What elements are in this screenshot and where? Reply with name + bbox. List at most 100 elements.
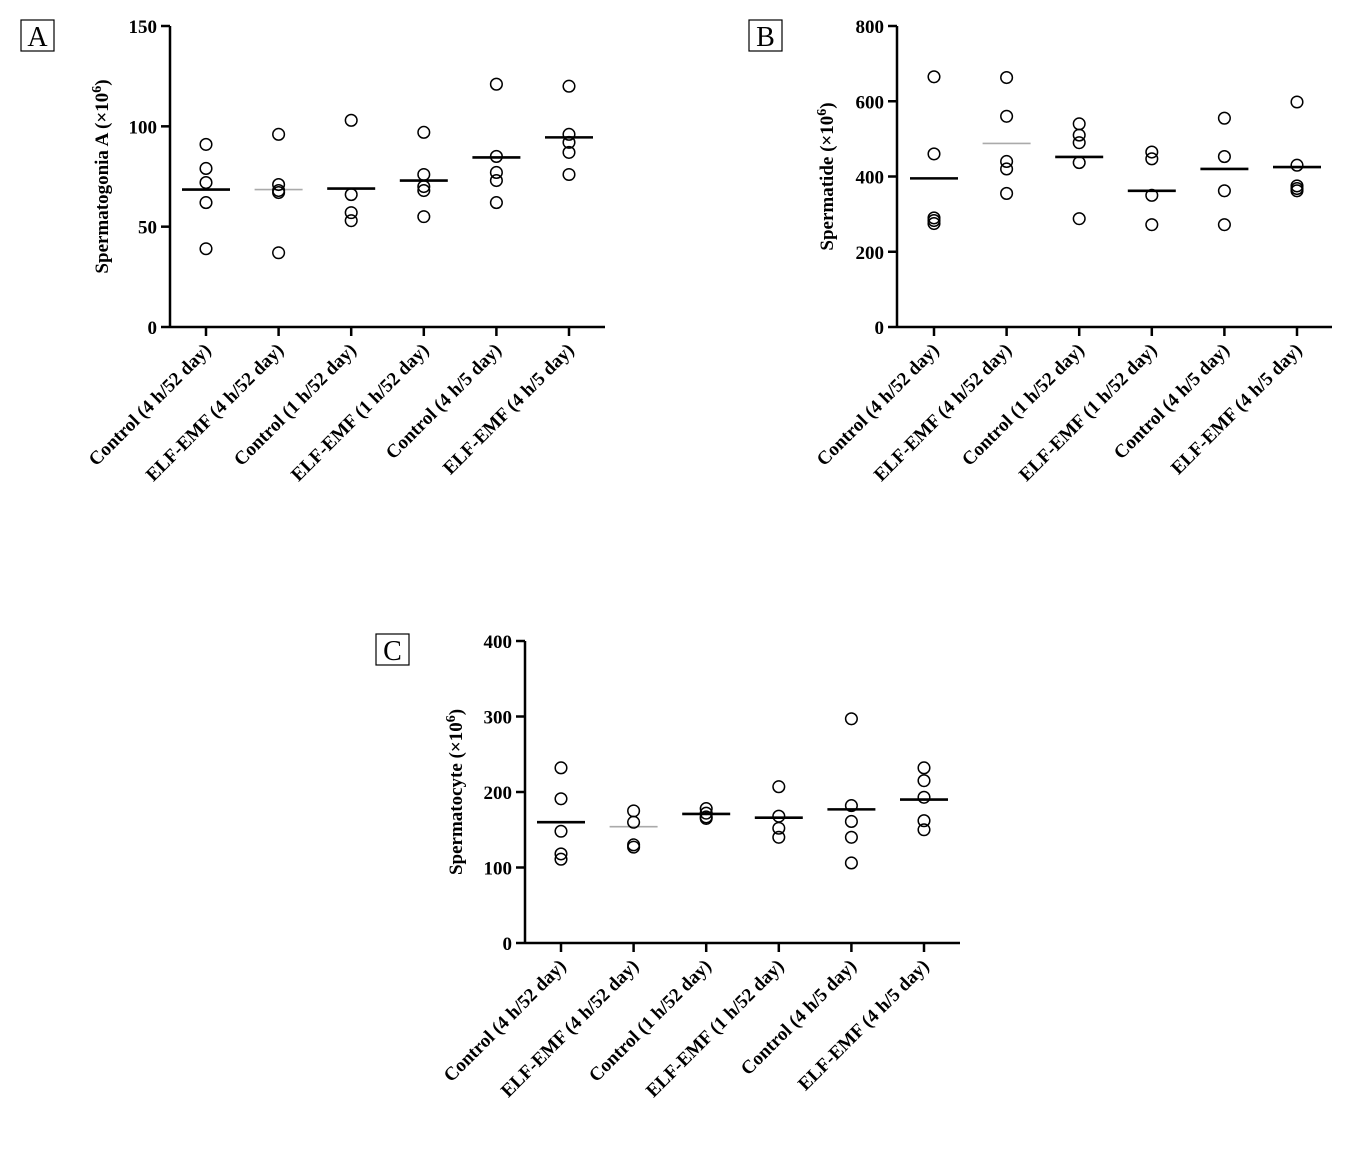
data-point xyxy=(1072,156,1086,170)
data-point xyxy=(1290,184,1304,198)
y-tick-label: 0 xyxy=(503,934,513,955)
panel-letter-box xyxy=(375,633,410,666)
data-point xyxy=(917,823,931,837)
data-point xyxy=(772,809,786,823)
data-point xyxy=(344,113,358,127)
data-point xyxy=(554,792,568,806)
data-point xyxy=(1145,218,1159,232)
data-point xyxy=(417,167,431,182)
category-label: Control (1 h/52 day) xyxy=(230,340,361,471)
data-point xyxy=(489,165,503,180)
data-point xyxy=(927,147,941,161)
panel-b: B 0 200 400 600 800 Spermatide (×106) Control (… xyxy=(748,17,1332,486)
data-point xyxy=(844,799,858,813)
category-label: ELF-EMF (4 h/5 day) xyxy=(1167,340,1306,479)
data-point xyxy=(1000,70,1014,85)
data-point xyxy=(1000,162,1014,176)
data-point xyxy=(417,125,431,139)
y-tick-label: 0 xyxy=(148,318,158,339)
y-tick-label: 100 xyxy=(484,859,513,880)
data-point xyxy=(699,802,713,816)
panel-c: C 0 100 200 300 400 Spermatocyte (×106) Control… xyxy=(375,632,960,1102)
category-label: Control (4 h/52 day) xyxy=(440,956,571,1087)
data-point xyxy=(1145,188,1159,202)
data-point xyxy=(554,847,568,861)
data-point xyxy=(917,790,931,804)
panel-letter: A xyxy=(27,22,48,53)
data-point xyxy=(1145,145,1159,159)
data-point xyxy=(772,830,786,844)
y-tick-label: 400 xyxy=(856,168,885,189)
data-point xyxy=(344,188,358,202)
data-point xyxy=(272,177,286,192)
y-tick-label: 150 xyxy=(129,17,158,38)
data-point xyxy=(562,167,576,182)
category-label: Control (1 h/52 day) xyxy=(958,340,1089,471)
data-point xyxy=(489,149,503,163)
data-point xyxy=(1072,212,1086,226)
data-point xyxy=(344,214,358,228)
y-tick-label: 50 xyxy=(138,218,157,239)
y-tick-label: 800 xyxy=(856,17,885,38)
data-point xyxy=(199,242,213,256)
data-point xyxy=(562,145,576,159)
data-point xyxy=(1000,109,1014,123)
panel-a: A 0 50 100 150 Spermatogonia A (×106) Control … xyxy=(20,17,605,486)
data-point xyxy=(199,196,213,210)
data-point xyxy=(1000,186,1014,200)
panel-letter-box xyxy=(20,19,55,52)
data-point xyxy=(917,761,931,775)
data-point xyxy=(417,179,431,194)
data-point xyxy=(554,824,568,838)
data-point xyxy=(1145,152,1159,166)
data-point xyxy=(554,852,568,866)
data-point xyxy=(1000,154,1014,168)
data-point xyxy=(917,814,931,828)
category-label: ELF-EMF (1 h/52 day) xyxy=(642,956,788,1102)
data-point xyxy=(554,761,568,775)
y-axis-label: Spermatide (×106) xyxy=(815,102,839,250)
y-axis-label: Spermatogonia A (×106) xyxy=(90,79,114,273)
data-point xyxy=(699,811,713,825)
data-point xyxy=(489,77,503,91)
data-point xyxy=(272,183,286,198)
data-point xyxy=(844,712,858,726)
category-label: ELF-EMF (4 h/5 day) xyxy=(439,340,578,479)
data-point xyxy=(272,246,286,260)
y-tick-label: 0 xyxy=(875,318,885,339)
category-label: ELF-EMF (1 h/52 day) xyxy=(287,340,433,486)
y-tick-label: 300 xyxy=(484,708,513,729)
data-point xyxy=(627,804,641,818)
data-point xyxy=(199,161,213,176)
data-point xyxy=(917,774,931,788)
category-label: Control (1 h/52 day) xyxy=(585,956,716,1087)
data-point xyxy=(772,780,786,794)
data-point xyxy=(844,814,858,828)
y-tick-label: 600 xyxy=(856,92,885,113)
data-point xyxy=(417,210,431,224)
data-point xyxy=(344,206,358,220)
panel-letter-box xyxy=(748,19,783,52)
data-point xyxy=(489,173,503,188)
y-tick-label: 400 xyxy=(484,632,513,653)
data-point xyxy=(562,79,576,93)
data-point xyxy=(772,821,786,835)
data-point xyxy=(1217,218,1231,232)
data-point xyxy=(1290,95,1304,109)
data-point xyxy=(844,856,858,870)
category-label: ELF-EMF (4 h/52 day) xyxy=(870,340,1016,486)
data-point xyxy=(1072,136,1086,150)
data-point xyxy=(562,127,576,141)
data-point xyxy=(1290,158,1304,172)
data-point xyxy=(927,216,941,231)
y-tick-label: 200 xyxy=(484,783,513,804)
panel-letter: B xyxy=(756,22,775,53)
data-point xyxy=(627,815,641,829)
y-axis-label: Spermatocyte (×106) xyxy=(444,709,468,875)
data-point xyxy=(272,127,286,141)
data-point xyxy=(627,840,641,854)
data-point xyxy=(1072,117,1086,131)
y-tick-label: 200 xyxy=(856,243,885,264)
category-label: ELF-EMF (4 h/52 day) xyxy=(497,956,643,1102)
